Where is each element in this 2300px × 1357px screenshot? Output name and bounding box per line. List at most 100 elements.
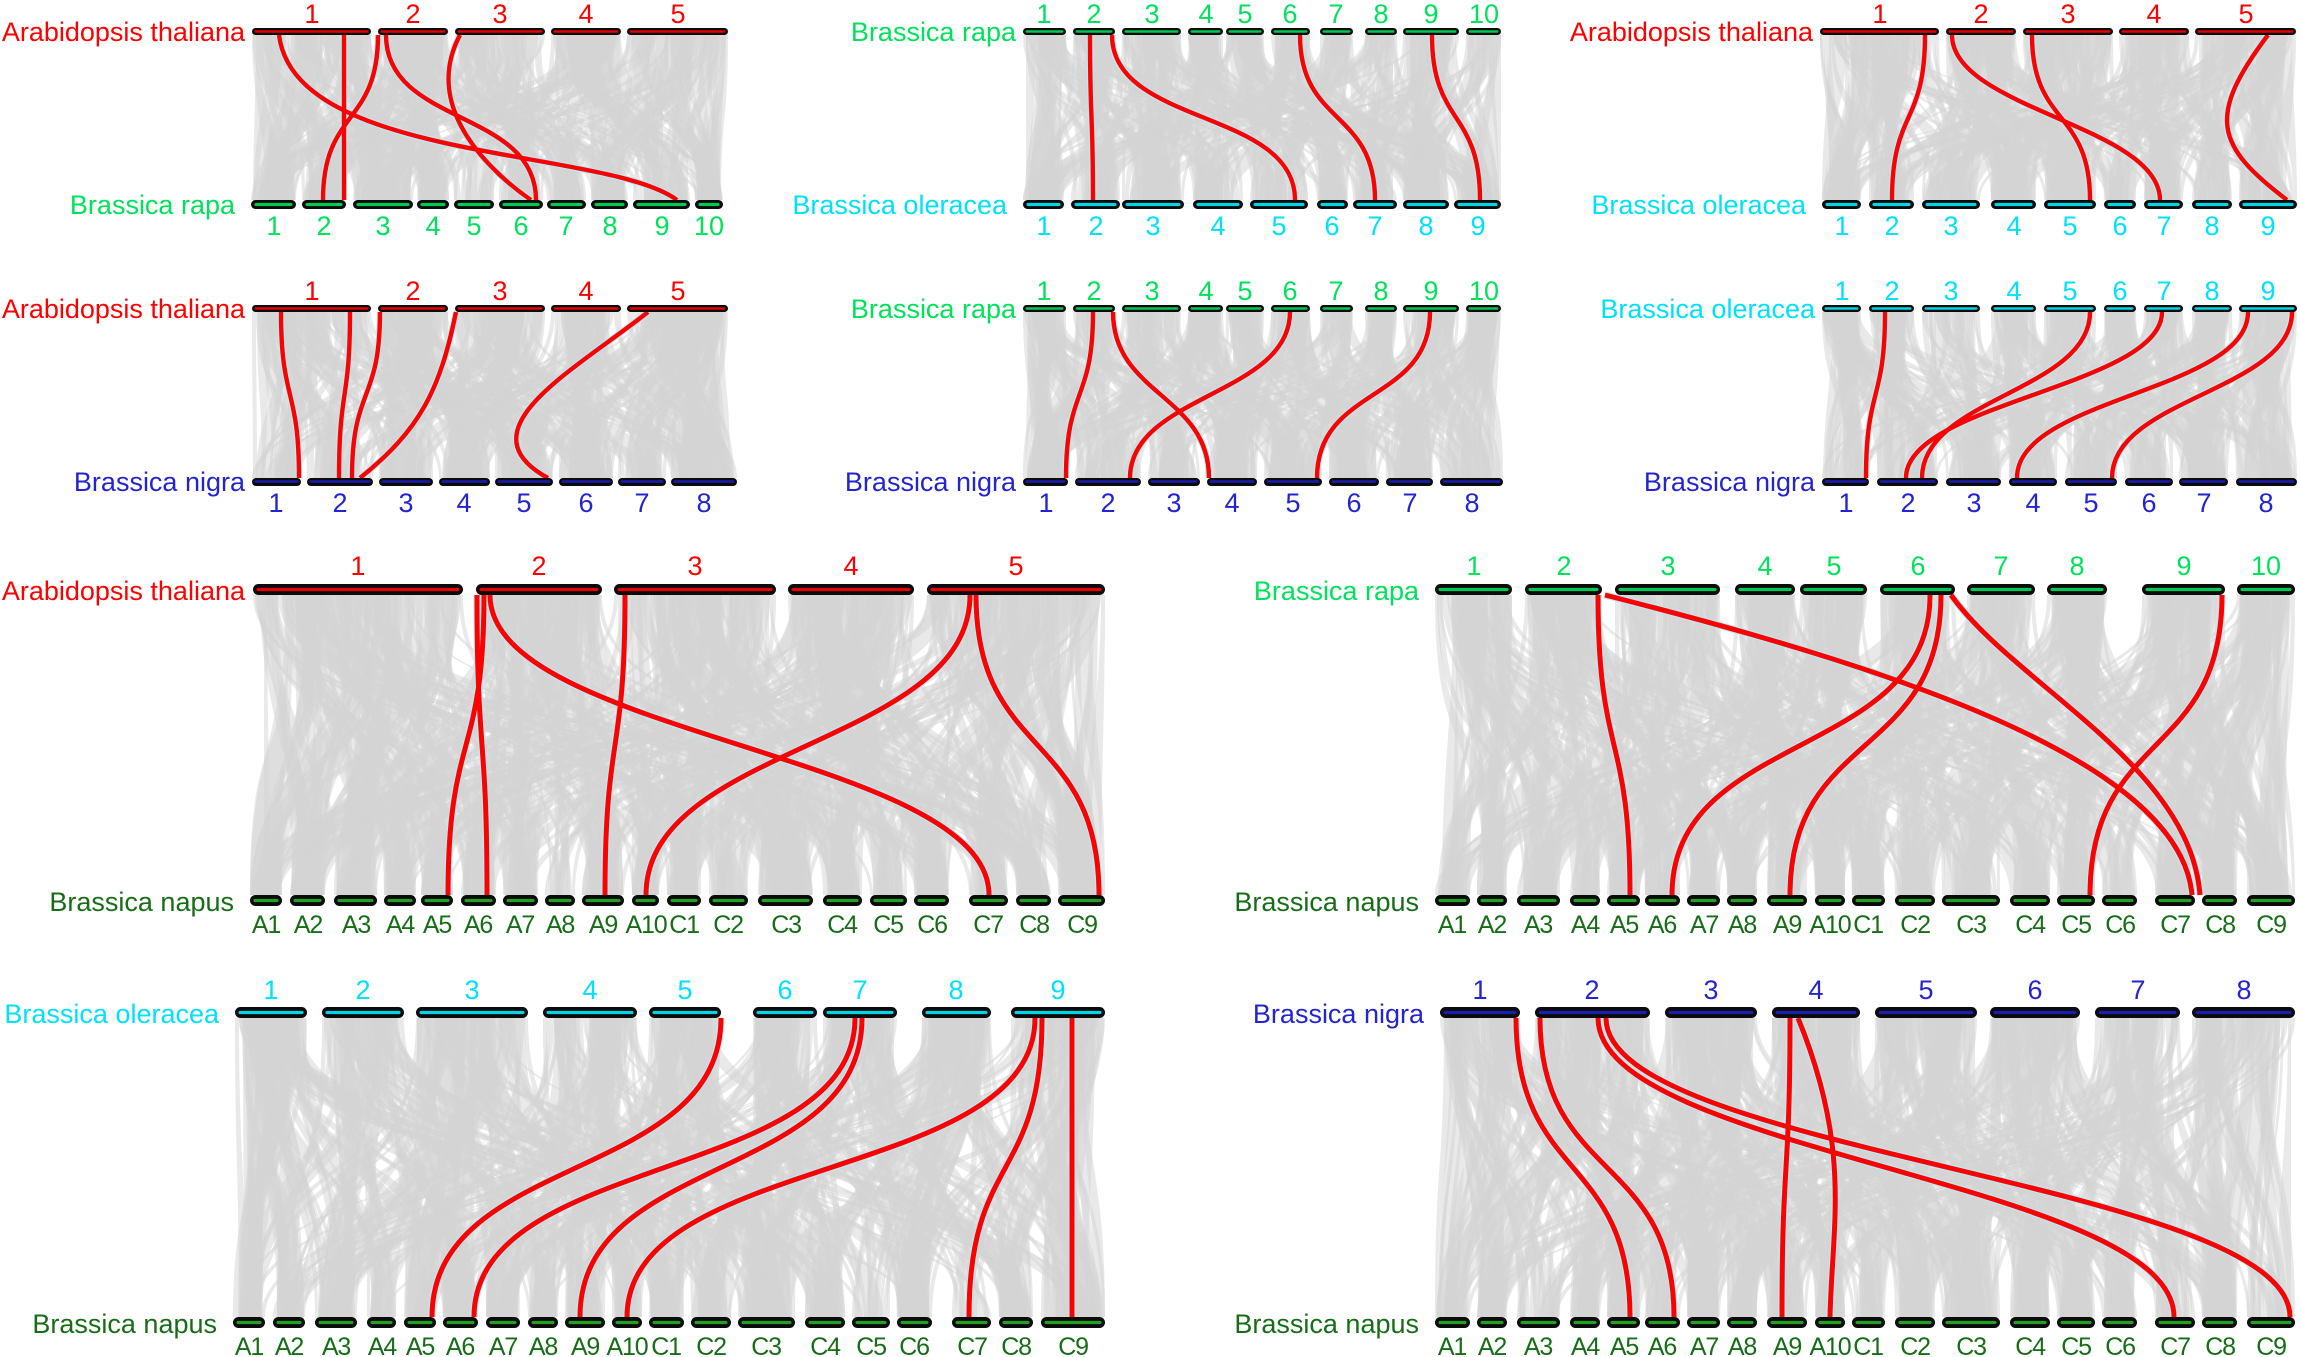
svg-text:C9: C9 (1058, 1333, 1088, 1357)
svg-text:C8: C8 (2205, 1333, 2235, 1357)
svg-text:C5: C5 (856, 1333, 886, 1357)
svg-text:3: 3 (1144, 0, 1159, 29)
svg-text:6: 6 (513, 211, 528, 241)
svg-text:4: 4 (456, 488, 471, 518)
svg-text:A9: A9 (1773, 911, 1801, 939)
svg-text:Brassica oleracea: Brassica oleracea (1591, 190, 1807, 220)
svg-text:2: 2 (355, 975, 370, 1005)
svg-text:5: 5 (1237, 276, 1252, 306)
svg-text:7: 7 (852, 975, 867, 1005)
svg-text:4: 4 (2006, 211, 2021, 241)
svg-text:A4: A4 (1571, 911, 1600, 939)
svg-text:7: 7 (2156, 276, 2171, 306)
svg-text:3: 3 (1166, 488, 1181, 518)
svg-text:A1: A1 (1438, 911, 1466, 939)
svg-text:4: 4 (425, 211, 440, 241)
svg-text:3: 3 (1144, 276, 1159, 306)
svg-text:A5: A5 (406, 1333, 434, 1357)
svg-text:A9: A9 (589, 911, 617, 939)
svg-text:9: 9 (2176, 551, 2191, 581)
svg-text:Arabidopsis thaliana: Arabidopsis thaliana (2, 17, 246, 47)
svg-text:1: 1 (1036, 276, 1051, 306)
svg-text:8: 8 (1464, 488, 1479, 518)
svg-text:A9: A9 (571, 1333, 599, 1357)
svg-text:5: 5 (1826, 551, 1841, 581)
svg-text:C8: C8 (1019, 911, 1049, 939)
svg-text:C2: C2 (1900, 1333, 1930, 1357)
svg-text:4: 4 (1210, 211, 1225, 241)
svg-text:5: 5 (2083, 488, 2098, 518)
svg-text:2: 2 (332, 488, 347, 518)
svg-text:7: 7 (1328, 0, 1343, 29)
svg-text:6: 6 (2112, 276, 2127, 306)
svg-text:Arabidopsis thaliana: Arabidopsis thaliana (2, 294, 246, 324)
svg-text:C4: C4 (810, 1333, 841, 1357)
svg-text:4: 4 (2025, 488, 2040, 518)
svg-text:5: 5 (670, 276, 685, 306)
svg-text:C5: C5 (2061, 1333, 2091, 1357)
svg-text:A4: A4 (368, 1333, 397, 1357)
svg-text:2: 2 (1884, 276, 1899, 306)
svg-text:C2: C2 (696, 1333, 726, 1357)
svg-text:Brassica oleracea: Brassica oleracea (4, 999, 220, 1029)
svg-text:7: 7 (2130, 975, 2145, 1005)
svg-text:1: 1 (1872, 0, 1887, 29)
svg-text:2: 2 (1086, 276, 1101, 306)
svg-text:C4: C4 (2015, 1333, 2046, 1357)
svg-text:Arabidopsis thaliana: Arabidopsis thaliana (1570, 17, 1814, 47)
svg-text:5: 5 (2238, 0, 2253, 29)
svg-text:1: 1 (1834, 276, 1849, 306)
svg-text:A3: A3 (342, 911, 370, 939)
svg-text:1: 1 (1838, 488, 1853, 518)
svg-text:7: 7 (1328, 276, 1343, 306)
svg-text:4: 4 (2006, 276, 2021, 306)
svg-text:8: 8 (2204, 276, 2219, 306)
svg-text:7: 7 (634, 488, 649, 518)
svg-text:Brassica rapa: Brassica rapa (1254, 576, 1420, 606)
svg-text:A7: A7 (1690, 1333, 1718, 1357)
svg-text:2: 2 (1556, 551, 1571, 581)
svg-text:C8: C8 (2205, 911, 2235, 939)
svg-text:2: 2 (1973, 0, 1988, 29)
svg-text:A4: A4 (386, 911, 415, 939)
svg-text:5: 5 (1918, 975, 1933, 1005)
svg-text:10: 10 (1469, 0, 1499, 29)
svg-text:5: 5 (1271, 211, 1286, 241)
svg-text:1: 1 (1038, 488, 1053, 518)
svg-text:3: 3 (464, 975, 479, 1005)
svg-text:9: 9 (2260, 276, 2275, 306)
svg-text:Brassica napus: Brassica napus (49, 887, 234, 917)
svg-text:C3: C3 (751, 1333, 781, 1357)
svg-text:A2: A2 (1478, 1333, 1506, 1357)
svg-text:3: 3 (1660, 551, 1675, 581)
svg-text:2: 2 (1900, 488, 1915, 518)
svg-text:5: 5 (1008, 551, 1023, 581)
svg-text:C6: C6 (899, 1333, 929, 1357)
svg-text:A5: A5 (1610, 1333, 1638, 1357)
svg-text:C5: C5 (873, 911, 903, 939)
svg-text:C3: C3 (771, 911, 801, 939)
svg-text:A3: A3 (1524, 1333, 1552, 1357)
svg-text:5: 5 (466, 211, 481, 241)
svg-text:9: 9 (2260, 211, 2275, 241)
svg-text:5: 5 (516, 488, 531, 518)
svg-text:A5: A5 (1610, 911, 1638, 939)
svg-text:6: 6 (1910, 551, 1925, 581)
svg-text:A6: A6 (446, 1333, 474, 1357)
svg-text:7: 7 (1367, 211, 1382, 241)
svg-text:C5: C5 (2061, 911, 2091, 939)
svg-text:7: 7 (558, 211, 573, 241)
svg-text:8: 8 (602, 211, 617, 241)
svg-text:C6: C6 (2105, 911, 2135, 939)
svg-text:C7: C7 (957, 1333, 987, 1357)
svg-text:A10: A10 (626, 911, 667, 939)
svg-text:Brassica oleracea: Brassica oleracea (1600, 294, 1816, 324)
svg-text:3: 3 (1145, 211, 1160, 241)
svg-text:2: 2 (1584, 975, 1599, 1005)
svg-text:Brassica oleracea: Brassica oleracea (792, 190, 1008, 220)
svg-text:3: 3 (375, 211, 390, 241)
svg-text:Brassica nigra: Brassica nigra (845, 467, 1017, 497)
svg-text:4: 4 (843, 551, 858, 581)
svg-text:Brassica rapa: Brassica rapa (851, 294, 1017, 324)
svg-text:7: 7 (1402, 488, 1417, 518)
